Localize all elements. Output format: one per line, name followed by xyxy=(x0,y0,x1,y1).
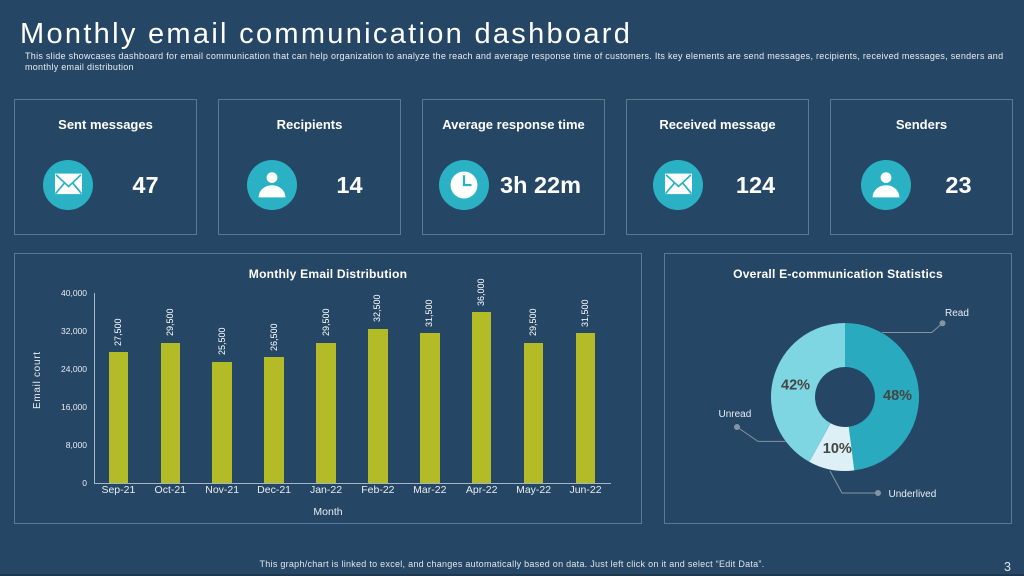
svg-text:48%: 48% xyxy=(883,388,912,404)
svg-text:Unread: Unread xyxy=(719,409,752,420)
svg-text:42%: 42% xyxy=(781,378,810,394)
svg-text:Underlived: Underlived xyxy=(889,489,937,500)
svg-text:Read: Read xyxy=(945,308,969,319)
svg-text:10%: 10% xyxy=(823,441,852,457)
